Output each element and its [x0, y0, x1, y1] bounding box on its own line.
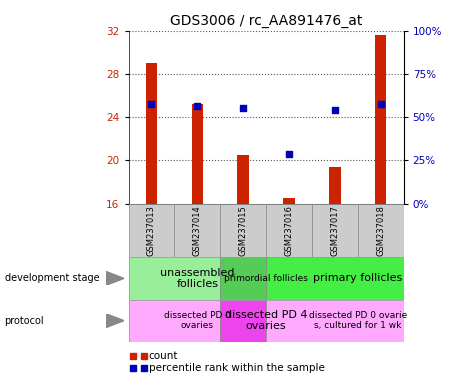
Bar [266, 257, 404, 300]
Bar [175, 204, 220, 257]
Text: GSM237014: GSM237014 [193, 205, 202, 256]
Text: percentile rank within the sample: percentile rank within the sample [149, 363, 325, 373]
Bar [312, 204, 358, 257]
Text: protocol: protocol [5, 316, 44, 326]
Text: primordial follicles: primordial follicles [224, 274, 308, 283]
Text: GSM237015: GSM237015 [239, 205, 248, 256]
Title: GDS3006 / rc_AA891476_at: GDS3006 / rc_AA891476_at [170, 14, 362, 28]
Bar [129, 257, 220, 300]
Bar [329, 167, 341, 204]
Bar [146, 63, 157, 204]
Text: GSM237016: GSM237016 [285, 205, 294, 256]
Bar [192, 104, 203, 204]
Bar [129, 300, 220, 342]
Bar [129, 204, 175, 257]
Point [148, 101, 155, 107]
Point [377, 101, 384, 107]
Text: dissected PD 4
ovaries: dissected PD 4 ovaries [225, 310, 307, 331]
Text: dissected PD 0
ovaries: dissected PD 0 ovaries [164, 311, 231, 330]
Text: primary follicles: primary follicles [313, 273, 402, 283]
Text: GSM237017: GSM237017 [331, 205, 339, 256]
Bar [375, 35, 387, 204]
Bar [266, 204, 312, 257]
Text: count: count [149, 351, 178, 361]
Polygon shape [106, 314, 124, 328]
Bar [220, 257, 266, 300]
Point [331, 107, 338, 113]
Bar [358, 204, 404, 257]
Text: GSM237018: GSM237018 [376, 205, 385, 256]
Point [285, 151, 293, 157]
Bar [220, 300, 266, 342]
Text: GSM237013: GSM237013 [147, 205, 156, 256]
Point [239, 104, 247, 111]
Polygon shape [106, 271, 124, 285]
Text: unassembled
follicles: unassembled follicles [160, 268, 235, 289]
Bar [220, 204, 266, 257]
Bar [283, 198, 295, 204]
Text: dissected PD 0 ovarie
s, cultured for 1 wk: dissected PD 0 ovarie s, cultured for 1 … [308, 311, 407, 330]
Point [194, 103, 201, 109]
Bar [237, 155, 249, 204]
Bar [266, 300, 404, 342]
Text: development stage: development stage [5, 273, 99, 283]
